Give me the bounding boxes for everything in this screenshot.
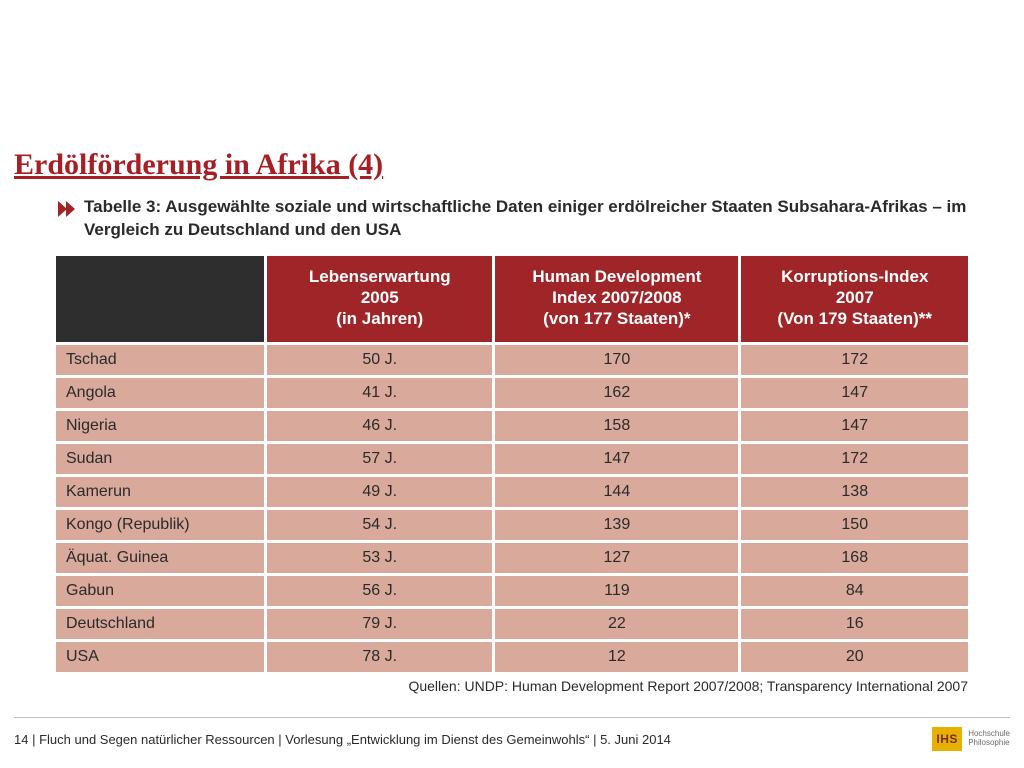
- cell-le: 78 J.: [266, 640, 494, 672]
- ihs-logo-icon: IHS: [932, 727, 962, 751]
- cell-hdi: 158: [494, 409, 740, 442]
- table-header-cpi: Korruptions-Index 2007 (Von 179 Staaten)…: [740, 256, 968, 343]
- cell-le: 79 J.: [266, 607, 494, 640]
- table-row: Angola41 J.162147: [56, 376, 968, 409]
- table-caption: Tabelle 3: Ausgewählte soziale und wirts…: [84, 196, 968, 242]
- table-row: Äquat. Guinea53 J.127168: [56, 541, 968, 574]
- table-header-hdi: Human Development Index 2007/2008 (von 1…: [494, 256, 740, 343]
- cell-le: 50 J.: [266, 343, 494, 376]
- row-label: Sudan: [56, 442, 266, 475]
- row-label: Äquat. Guinea: [56, 541, 266, 574]
- table-row: Sudan57 J.147172: [56, 442, 968, 475]
- table-caption-row: Tabelle 3: Ausgewählte soziale und wirts…: [56, 196, 968, 242]
- cell-hdi: 22: [494, 607, 740, 640]
- row-label: Gabun: [56, 574, 266, 607]
- cell-le: 46 J.: [266, 409, 494, 442]
- table-row: Gabun56 J.11984: [56, 574, 968, 607]
- cell-hdi: 162: [494, 376, 740, 409]
- cell-cpi: 172: [740, 343, 968, 376]
- ihs-logo-subtext: HochschulePhilosophie: [968, 730, 1010, 748]
- row-label: Tschad: [56, 343, 266, 376]
- slide-title: Erdölförderung in Afrika (4): [14, 148, 383, 182]
- table-block: Tabelle 3: Ausgewählte soziale und wirts…: [56, 196, 968, 694]
- cell-hdi: 170: [494, 343, 740, 376]
- table-row: Kongo (Republik)54 J.139150: [56, 508, 968, 541]
- slide: Erdölförderung in Afrika (4) Tabelle 3: …: [0, 0, 1024, 768]
- cell-le: 49 J.: [266, 475, 494, 508]
- table-source: Quellen: UNDP: Human Development Report …: [56, 678, 968, 694]
- table-header-le: Lebenserwartung 2005 (in Jahren): [266, 256, 494, 343]
- cell-cpi: 20: [740, 640, 968, 672]
- table-row: Tschad50 J.170172: [56, 343, 968, 376]
- cell-le: 54 J.: [266, 508, 494, 541]
- cell-cpi: 138: [740, 475, 968, 508]
- table-body: Tschad50 J.170172Angola41 J.162147Nigeri…: [56, 343, 968, 672]
- data-table: Lebenserwartung 2005 (in Jahren) Human D…: [56, 256, 968, 672]
- cell-hdi: 144: [494, 475, 740, 508]
- cell-le: 57 J.: [266, 442, 494, 475]
- cell-cpi: 147: [740, 409, 968, 442]
- cell-hdi: 127: [494, 541, 740, 574]
- cell-cpi: 172: [740, 442, 968, 475]
- footer: 14 | Fluch und Segen natürlicher Ressour…: [14, 724, 1010, 754]
- cell-hdi: 147: [494, 442, 740, 475]
- row-label: Kongo (Republik): [56, 508, 266, 541]
- cell-hdi: 139: [494, 508, 740, 541]
- table-row: USA78 J.1220: [56, 640, 968, 672]
- cell-le: 53 J.: [266, 541, 494, 574]
- cell-le: 41 J.: [266, 376, 494, 409]
- cell-cpi: 147: [740, 376, 968, 409]
- table-row: Nigeria46 J.158147: [56, 409, 968, 442]
- row-label: Deutschland: [56, 607, 266, 640]
- table-row: Deutschland79 J.2216: [56, 607, 968, 640]
- footer-divider: [14, 717, 1010, 718]
- chevron-icon: [56, 198, 78, 220]
- cell-hdi: 119: [494, 574, 740, 607]
- row-label: Kamerun: [56, 475, 266, 508]
- row-label: Nigeria: [56, 409, 266, 442]
- cell-le: 56 J.: [266, 574, 494, 607]
- cell-cpi: 16: [740, 607, 968, 640]
- table-row: Kamerun49 J.144138: [56, 475, 968, 508]
- footer-text: 14 | Fluch und Segen natürlicher Ressour…: [14, 732, 671, 747]
- cell-hdi: 12: [494, 640, 740, 672]
- cell-cpi: 168: [740, 541, 968, 574]
- row-label: USA: [56, 640, 266, 672]
- cell-cpi: 150: [740, 508, 968, 541]
- table-header-row: Lebenserwartung 2005 (in Jahren) Human D…: [56, 256, 968, 343]
- row-label: Angola: [56, 376, 266, 409]
- footer-logo: IHS HochschulePhilosophie: [932, 727, 1010, 751]
- table-header-blank: [56, 256, 266, 343]
- cell-cpi: 84: [740, 574, 968, 607]
